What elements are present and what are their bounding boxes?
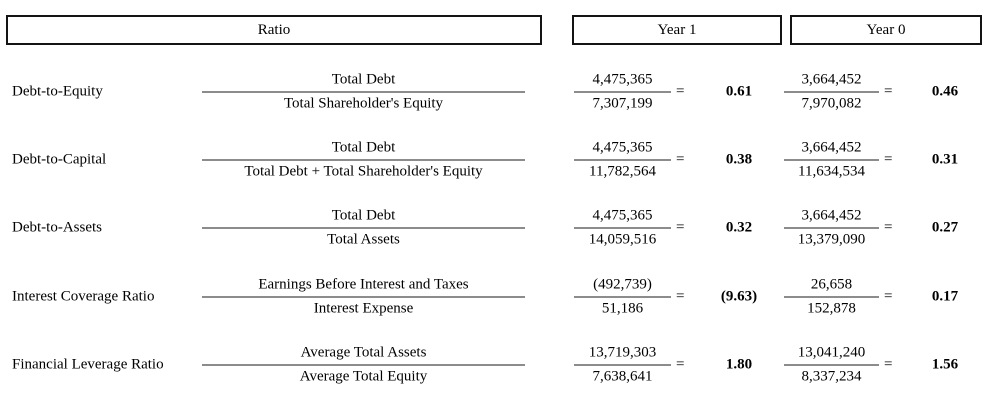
formula-numerator: Total Debt bbox=[202, 140, 525, 161]
year0-numerator: 13,041,240 bbox=[784, 345, 879, 366]
year1-denominator: 51,186 bbox=[601, 300, 644, 317]
formula-denominator: Total Assets bbox=[327, 231, 400, 248]
equals-sign: = bbox=[676, 288, 685, 305]
equals-sign: = bbox=[884, 219, 893, 236]
year1-fraction: 4,475,365 7,307,199 bbox=[574, 72, 671, 113]
year1-denominator: 7,638,641 bbox=[592, 368, 653, 385]
formula-denominator: Total Shareholder's Equity bbox=[283, 95, 444, 112]
year0-denominator: 8,337,234 bbox=[801, 368, 862, 385]
formula-denominator: Interest Expense bbox=[313, 300, 414, 317]
ratio-formula-fraction: Total Debt Total Debt + Total Shareholde… bbox=[202, 140, 525, 181]
year0-result: 0.31 bbox=[931, 151, 959, 168]
ratio-name: Debt-to-Capital bbox=[12, 151, 107, 168]
year1-fraction: (492,739) 51,186 bbox=[574, 277, 671, 318]
year1-result: 0.61 bbox=[725, 83, 753, 100]
formula-numerator: Total Debt bbox=[202, 72, 525, 93]
year1-numerator: (492,739) bbox=[574, 277, 671, 298]
table-row: Debt-to-Equity Total Debt Total Sharehol… bbox=[0, 68, 995, 116]
equals-sign: = bbox=[884, 356, 893, 373]
equals-sign: = bbox=[676, 83, 685, 100]
year0-result: 0.46 bbox=[931, 83, 959, 100]
year1-denominator: 7,307,199 bbox=[592, 95, 653, 112]
equals-sign: = bbox=[884, 151, 893, 168]
equals-sign: = bbox=[884, 83, 893, 100]
year0-denominator: 11,634,534 bbox=[798, 163, 865, 180]
year1-result: 0.32 bbox=[725, 219, 753, 236]
year1-denominator: 14,059,516 bbox=[588, 231, 657, 248]
formula-numerator: Earnings Before Interest and Taxes bbox=[202, 277, 525, 298]
year0-numerator: 3,664,452 bbox=[784, 208, 879, 229]
table-row: Debt-to-Assets Total Debt Total Assets 4… bbox=[0, 204, 995, 252]
year0-fraction: 3,664,452 11,634,534 bbox=[784, 140, 879, 181]
ratio-name: Debt-to-Assets bbox=[12, 219, 102, 236]
equals-sign: = bbox=[676, 151, 685, 168]
formula-denominator: Total Debt + Total Shareholder's Equity bbox=[244, 163, 483, 180]
year1-numerator: 4,475,365 bbox=[574, 72, 671, 93]
year0-numerator: 26,658 bbox=[784, 277, 879, 298]
ratio-formula-fraction: Average Total Assets Average Total Equit… bbox=[202, 345, 525, 386]
year1-fraction: 4,475,365 11,782,564 bbox=[574, 140, 671, 181]
equals-sign: = bbox=[676, 356, 685, 373]
year1-numerator: 4,475,365 bbox=[574, 140, 671, 161]
year0-result: 0.27 bbox=[931, 219, 959, 236]
formula-denominator: Average Total Equity bbox=[299, 368, 428, 385]
year0-denominator: 152,878 bbox=[807, 300, 856, 317]
ratio-formula-fraction: Total Debt Total Assets bbox=[202, 208, 525, 249]
year0-fraction: 3,664,452 7,970,082 bbox=[784, 72, 879, 113]
ratio-name: Debt-to-Equity bbox=[12, 83, 103, 100]
formula-numerator: Average Total Assets bbox=[202, 345, 525, 366]
year0-denominator: 7,970,082 bbox=[801, 95, 862, 112]
year0-fraction: 3,664,452 13,379,090 bbox=[784, 208, 879, 249]
year0-column-header: Year 0 bbox=[790, 15, 982, 45]
year1-column-header: Year 1 bbox=[572, 15, 782, 45]
year0-denominator: 13,379,090 bbox=[797, 231, 866, 248]
formula-numerator: Total Debt bbox=[202, 208, 525, 229]
table-row: Financial Leverage Ratio Average Total A… bbox=[0, 341, 995, 389]
equals-sign: = bbox=[676, 219, 685, 236]
year0-numerator: 3,664,452 bbox=[784, 72, 879, 93]
ratio-column-header: Ratio bbox=[6, 15, 542, 45]
ratio-formula-fraction: Earnings Before Interest and Taxes Inter… bbox=[202, 277, 525, 318]
year1-numerator: 13,719,303 bbox=[574, 345, 671, 366]
year1-denominator: 11,782,564 bbox=[589, 163, 656, 180]
year0-numerator: 3,664,452 bbox=[784, 140, 879, 161]
year1-numerator: 4,475,365 bbox=[574, 208, 671, 229]
year0-result: 1.56 bbox=[931, 356, 959, 373]
equals-sign: = bbox=[884, 288, 893, 305]
year0-fraction: 26,658 152,878 bbox=[784, 277, 879, 318]
table-row: Interest Coverage Ratio Earnings Before … bbox=[0, 273, 995, 321]
year1-result: 0.38 bbox=[725, 151, 753, 168]
ratio-formula-fraction: Total Debt Total Shareholder's Equity bbox=[202, 72, 525, 113]
year1-result: (9.63) bbox=[720, 288, 758, 305]
year0-result: 0.17 bbox=[931, 288, 959, 305]
year1-fraction: 4,475,365 14,059,516 bbox=[574, 208, 671, 249]
ratio-name: Financial Leverage Ratio bbox=[12, 356, 164, 373]
year1-fraction: 13,719,303 7,638,641 bbox=[574, 345, 671, 386]
ratio-name: Interest Coverage Ratio bbox=[12, 288, 155, 305]
table-row: Debt-to-Capital Total Debt Total Debt + … bbox=[0, 136, 995, 184]
year1-result: 1.80 bbox=[725, 356, 753, 373]
year0-fraction: 13,041,240 8,337,234 bbox=[784, 345, 879, 386]
